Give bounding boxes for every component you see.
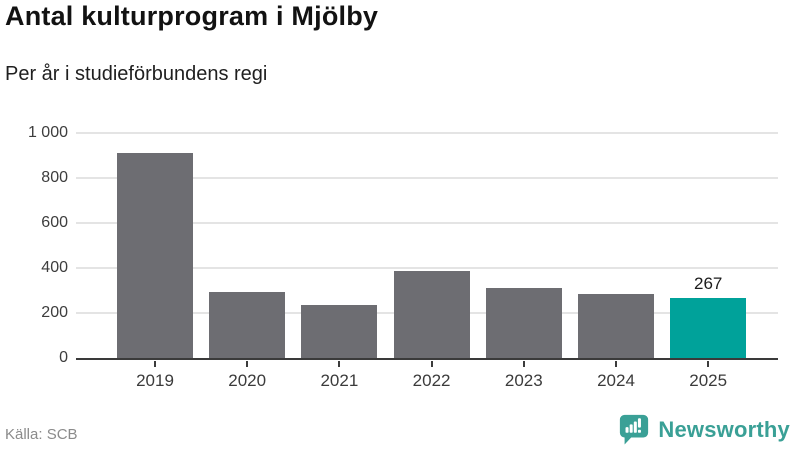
newsworthy-bubble-chart-icon [620, 414, 649, 445]
x-tick-label-2019: 2019 [136, 371, 174, 390]
plot-area: 267 [76, 132, 778, 360]
y-tick-label: 0 [59, 349, 68, 366]
newsworthy-wordmark: Newsworthy [658, 416, 790, 442]
newsworthy-logo: Newsworthy [618, 413, 790, 446]
y-tick-label: 600 [41, 214, 68, 231]
x-tick [522, 360, 525, 367]
x-tick [430, 360, 433, 367]
x-tick-label-2025: 2025 [689, 371, 728, 390]
bar-2024 [578, 294, 654, 358]
bar-2022 [393, 271, 470, 358]
x-tick-label-2023: 2023 [504, 371, 543, 390]
x-tick-label-2021: 2021 [320, 371, 359, 390]
gridline-800 [76, 177, 778, 179]
x-tick-label-2024: 2024 [597, 371, 635, 390]
bar-2020 [209, 292, 286, 358]
y-tick-label: 1 000 [27, 124, 68, 141]
y-tick-label: 400 [41, 259, 68, 276]
bar-2019 [117, 153, 193, 358]
x-tick-label-2020: 2020 [228, 371, 267, 390]
bar-2021 [301, 305, 378, 358]
bar-value-label: 267 [690, 273, 727, 293]
bar-2023 [485, 288, 562, 358]
chart-subtitle: Per år i studieförbundens regi [5, 63, 268, 85]
source-note: Källa: SCB [5, 426, 78, 443]
gridline-400 [76, 267, 778, 269]
x-tick-label-2022: 2022 [412, 371, 451, 390]
x-tick [338, 360, 341, 367]
bar-2025 [670, 297, 747, 358]
x-tick [615, 360, 617, 367]
y-tick-label: 800 [41, 169, 68, 186]
x-tick [154, 360, 156, 367]
gridline-600 [76, 222, 778, 224]
gridline-1000 [76, 132, 778, 134]
chart-title: Antal kulturprogram i Mjölby [5, 1, 379, 31]
y-tick-label: 200 [41, 304, 68, 321]
x-tick [707, 360, 710, 367]
x-tick [246, 360, 249, 367]
